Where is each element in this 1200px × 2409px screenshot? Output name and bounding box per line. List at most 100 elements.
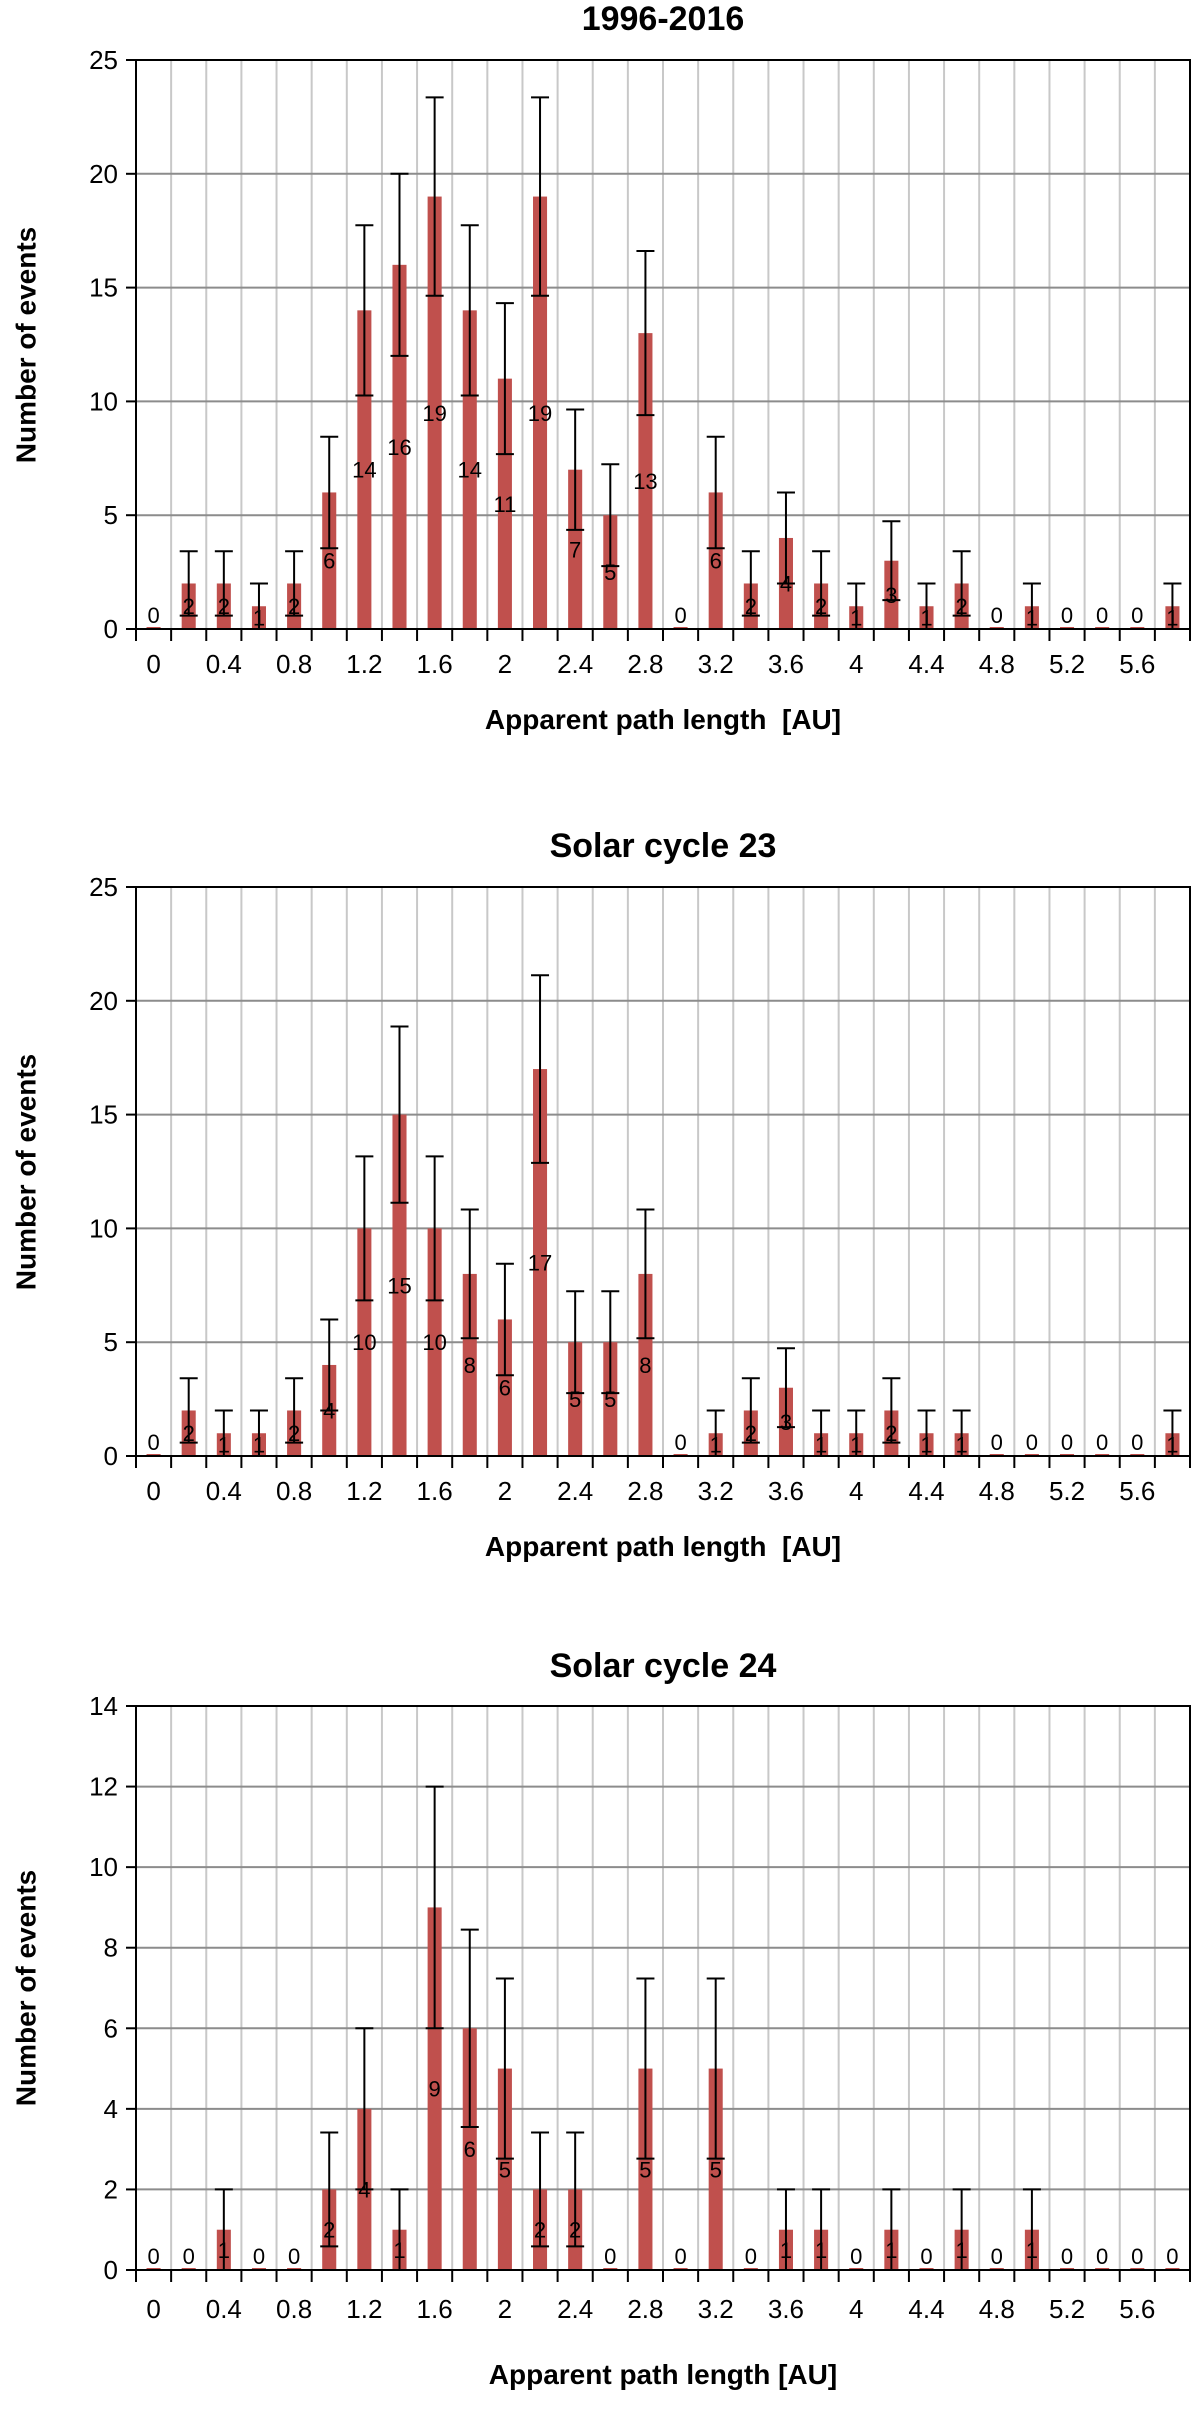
x-tick-label: 3.6 [768, 649, 804, 679]
bar-value-label: 1 [253, 606, 265, 631]
bar-value-label: 5 [710, 2157, 722, 2182]
bar-value-label: 10 [422, 1330, 446, 1355]
bar [427, 196, 442, 629]
x-tick-label: 3.2 [698, 649, 734, 679]
bar-value-label: 0 [991, 603, 1003, 628]
bar [392, 1114, 407, 1456]
x-tick-label: 0.4 [206, 2294, 242, 2324]
x-tick-label: 4.8 [979, 649, 1015, 679]
x-tick-label: 5.2 [1049, 649, 1085, 679]
bar-value-label: 4 [780, 571, 792, 596]
bar [462, 1273, 477, 1456]
x-tick-label: 4.4 [908, 1476, 944, 1506]
bar [568, 1342, 583, 1456]
bar-value-label: 2 [323, 2218, 335, 2243]
bar-value-label: 0 [147, 2244, 159, 2269]
y-tick-label: 0 [104, 614, 118, 644]
bar-value-label: 2 [288, 1421, 300, 1446]
y-tick-label: 15 [89, 273, 118, 303]
bar [357, 1228, 372, 1456]
x-tick-label: 0 [146, 2294, 160, 2324]
bar-value-label: 1 [850, 606, 862, 631]
bar-value-label: 0 [147, 1430, 159, 1455]
chart-title: Solar cycle 24 [550, 1647, 777, 1685]
y-tick-label: 10 [89, 386, 118, 416]
vertical-gridlines [135, 60, 1191, 629]
y-tick-label: 8 [104, 1933, 118, 1963]
y-axis-label: Number of events [10, 1870, 41, 2107]
x-axis-label: Apparent path length [AU] [489, 2359, 837, 2390]
bar-value-label: 1 [1166, 1433, 1178, 1458]
bar [603, 1342, 618, 1456]
bar-value-label: 0 [1096, 603, 1108, 628]
bar-value-label: 0 [1131, 1430, 1143, 1455]
y-tick-label: 15 [89, 1100, 118, 1130]
bar-value-label: 2 [885, 1421, 897, 1446]
bar-value-label: 16 [387, 435, 411, 460]
bar-value-label: 1 [885, 2238, 897, 2263]
bar-value-label: 11 [493, 492, 516, 517]
chart-panel-1996-2016: 0 5 10 15 20 25 0 2 2 1 2 6 14 16 19 14 11 19 7 5 13 0 6 2 4 2 1 3 1… [0, 0, 1200, 800]
bar-value-label: 5 [499, 2157, 511, 2182]
bar-value-label: 1 [850, 1433, 862, 1458]
bar [568, 469, 583, 629]
bar-value-label: 0 [253, 2244, 265, 2269]
bar-value-label: 0 [991, 2244, 1003, 2269]
y-tick-label: 20 [89, 986, 118, 1016]
x-tick-label: 2.4 [557, 1476, 593, 1506]
y-tick-label: 20 [89, 159, 118, 189]
bar-value-label: 0 [147, 603, 159, 628]
bar-value-label: 1 [1166, 606, 1178, 631]
x-axis-label: Apparent path length [AU] [485, 1531, 841, 1562]
x-tick-label: 0.8 [276, 1476, 312, 1506]
x-tick-label: 1.6 [417, 1476, 453, 1506]
bar-value-label: 0 [288, 2244, 300, 2269]
bar-value-label: 0 [850, 2244, 862, 2269]
bar-value-label: 5 [569, 1387, 581, 1412]
bar [638, 333, 653, 629]
y-tick-label: 10 [89, 1852, 118, 1882]
x-tick-label: 5.2 [1049, 1476, 1085, 1506]
bar [462, 2028, 477, 2270]
x-tick-label: 4.4 [908, 2294, 944, 2324]
bar-value-label: 2 [218, 594, 230, 619]
x-tick-label: 1.6 [417, 649, 453, 679]
bar-value-label: 0 [1096, 1430, 1108, 1455]
bar [708, 492, 723, 629]
bar-value-label: 2 [745, 594, 757, 619]
x-axis-label: Apparent path length [AU] [485, 704, 841, 735]
x-tick-label: 5.2 [1049, 2294, 1085, 2324]
bar-value-label: 0 [1131, 603, 1143, 628]
y-tick-label: 4 [104, 2094, 118, 2124]
bar-value-label: 8 [639, 1353, 651, 1378]
bar-value-label: 15 [387, 1273, 411, 1298]
bar [533, 196, 548, 629]
bar-value-label: 7 [569, 537, 581, 562]
bar-value-label: 5 [604, 560, 616, 585]
bar [497, 378, 512, 629]
x-tick-label: 3.2 [698, 2294, 734, 2324]
bar-value-label: 0 [674, 1430, 686, 1455]
x-ticks: 0 0.4 0.8 1.2 1.6 2 2.4 2.8 3.2 3.6 4 4.4 4.8 5.2 5.6 [135, 2270, 1191, 2324]
x-tick-label: 4 [849, 1476, 863, 1506]
x-tick-label: 4.8 [979, 1476, 1015, 1506]
chart-panel-solar-cycle-24: 0 2 4 6 8 10 12 14 0 0 1 0 0 2 4 1 9 6 5 2 2 0 5 0 5 0 1 1 0 1 0 1 0 1 0 0 0… [0, 1600, 1200, 2404]
bar-value-label: 1 [956, 1433, 968, 1458]
bar [497, 1319, 512, 1456]
bar [427, 1907, 442, 2270]
bar-value-label: 2 [534, 2218, 546, 2243]
chart-title: Solar cycle 23 [550, 827, 777, 865]
x-tick-label: 2 [498, 1476, 512, 1506]
x-tick-label: 2.8 [627, 1476, 663, 1506]
y-tick-label: 0 [104, 1441, 118, 1471]
x-ticks: 0 0.4 0.8 1.2 1.6 2 2.4 2.8 3.2 3.6 4 4.4 4.8 5.2 5.6 [135, 629, 1191, 679]
bar-value-label: 1 [218, 1433, 230, 1458]
x-tick-label: 3.2 [698, 1476, 734, 1506]
bar [638, 1273, 653, 1456]
bar-value-label: 0 [920, 2244, 932, 2269]
